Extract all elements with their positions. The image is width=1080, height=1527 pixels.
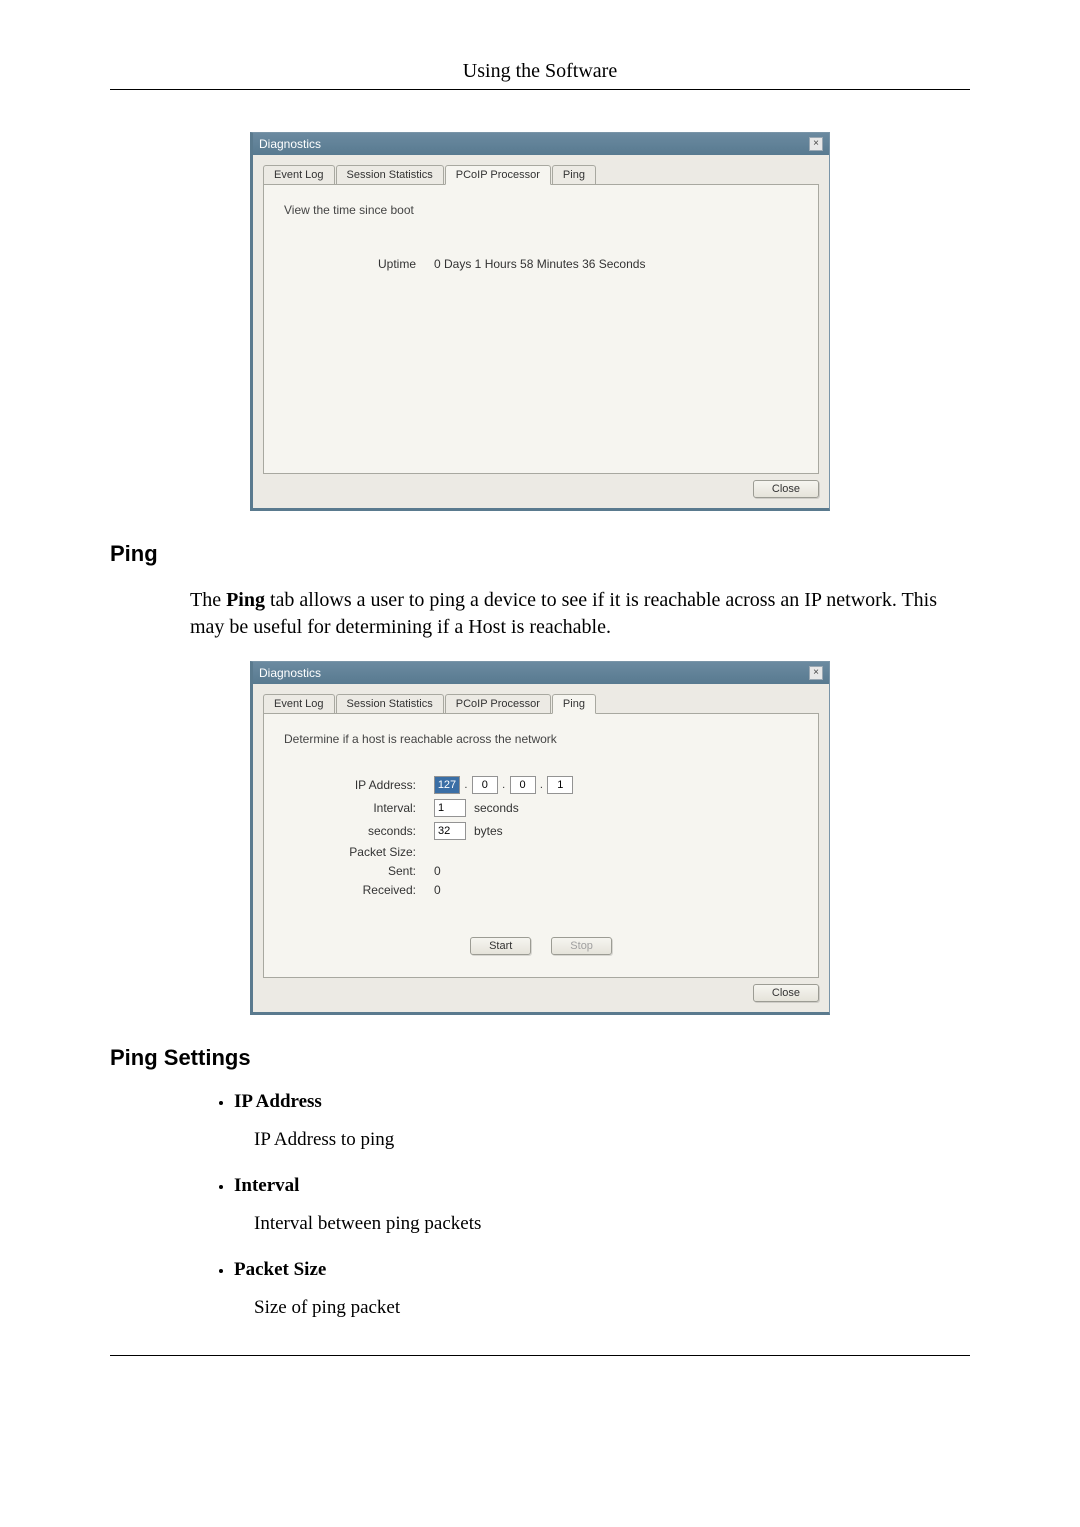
ip-octet-3[interactable] xyxy=(510,776,536,794)
uptime-value: 0 Days 1 Hours 58 Minutes 36 Seconds xyxy=(434,257,645,271)
packet-size-row: Packet Size: xyxy=(284,845,798,859)
packet-size-label: Packet Size: xyxy=(284,845,434,859)
interval-label: Interval: xyxy=(284,801,434,815)
close-button[interactable]: Close xyxy=(753,984,819,1002)
stop-button[interactable]: Stop xyxy=(551,937,612,955)
page-header-title: Using the Software xyxy=(463,60,617,82)
diagnostics-dialog-processor: Diagnostics × Event Log Session Statisti… xyxy=(250,132,830,511)
tabs-container: Event Log Session Statistics PCoIP Proce… xyxy=(253,155,829,474)
tab-pcoip-processor[interactable]: PCoIP Processor xyxy=(445,165,551,185)
ip-octet-2[interactable] xyxy=(472,776,498,794)
setting-name: Interval xyxy=(234,1175,299,1196)
setting-description: IP Address to ping xyxy=(254,1129,970,1151)
setting-description: Interval between ping packets xyxy=(254,1213,970,1235)
seconds-row: seconds: bytes xyxy=(284,822,798,840)
start-button[interactable]: Start xyxy=(470,937,531,955)
ping-buttons: Start Stop xyxy=(284,937,798,955)
dialog-titlebar: Diagnostics × xyxy=(253,133,829,155)
dialog-footer: Close xyxy=(253,978,829,1012)
sent-value: 0 xyxy=(434,864,441,878)
ip-octet-4[interactable] xyxy=(547,776,573,794)
tab-panel-ping: Determine if a host is reachable across … xyxy=(263,713,819,978)
setting-name: Packet Size xyxy=(234,1259,326,1280)
page: Using the Software Diagnostics × Event L… xyxy=(0,0,1080,1416)
setting-item-ip-address: IP Address IP Address to ping xyxy=(234,1091,970,1151)
tab-ping[interactable]: Ping xyxy=(552,694,596,714)
sent-label: Sent: xyxy=(284,864,434,878)
setting-item-interval: Interval Interval between ping packets xyxy=(234,1175,970,1235)
tabs-container: Event Log Session Statistics PCoIP Proce… xyxy=(253,684,829,978)
close-icon[interactable]: × xyxy=(809,137,823,151)
ip-dot: . xyxy=(464,779,467,791)
tab-event-log[interactable]: Event Log xyxy=(263,694,335,714)
tab-session-statistics[interactable]: Session Statistics xyxy=(336,694,444,714)
panel-description: View the time since boot xyxy=(284,203,798,217)
ip-octet-1[interactable] xyxy=(434,776,460,794)
sent-row: Sent: 0 xyxy=(284,864,798,878)
tab-strip: Event Log Session Statistics PCoIP Proce… xyxy=(263,165,819,185)
received-row: Received: 0 xyxy=(284,883,798,897)
setting-item-packet-size: Packet Size Size of ping packet xyxy=(234,1259,970,1319)
settings-list: IP Address IP Address to ping Interval I… xyxy=(210,1091,970,1319)
panel-description: Determine if a host is reachable across … xyxy=(284,732,798,746)
setting-description: Size of ping packet xyxy=(254,1297,970,1319)
dialog-title: Diagnostics xyxy=(259,666,321,680)
footer-rule xyxy=(110,1355,970,1356)
ip-address-label: IP Address: xyxy=(284,778,434,792)
interval-unit: seconds xyxy=(474,801,519,815)
interval-input[interactable] xyxy=(434,799,466,817)
interval-row: Interval: seconds xyxy=(284,799,798,817)
received-value: 0 xyxy=(434,883,441,897)
seconds-label: seconds: xyxy=(284,824,434,838)
setting-name: IP Address xyxy=(234,1091,322,1112)
section-heading-ping: Ping xyxy=(110,541,970,567)
tab-event-log[interactable]: Event Log xyxy=(263,165,335,185)
packet-seconds-input[interactable] xyxy=(434,822,466,840)
page-header: Using the Software xyxy=(110,60,970,90)
spacer xyxy=(284,281,798,436)
section-heading-ping-settings: Ping Settings xyxy=(110,1045,970,1071)
tab-ping[interactable]: Ping xyxy=(552,165,596,185)
ping-paragraph: The Ping tab allows a user to ping a dev… xyxy=(190,587,970,641)
tab-pcoip-processor[interactable]: PCoIP Processor xyxy=(445,694,551,714)
diagnostics-dialog-ping: Diagnostics × Event Log Session Statisti… xyxy=(250,661,830,1015)
received-label: Received: xyxy=(284,883,434,897)
dialog-footer: Close xyxy=(253,474,829,508)
tab-panel-processor: View the time since boot Uptime 0 Days 1… xyxy=(263,184,819,474)
tab-session-statistics[interactable]: Session Statistics xyxy=(336,165,444,185)
uptime-label: Uptime xyxy=(284,257,434,271)
ip-address-row: IP Address: . . . xyxy=(284,776,798,794)
uptime-row: Uptime 0 Days 1 Hours 58 Minutes 36 Seco… xyxy=(284,257,798,271)
ip-dot: . xyxy=(502,779,505,791)
ip-address-fields: . . . xyxy=(434,776,573,794)
close-icon[interactable]: × xyxy=(809,666,823,680)
tab-strip: Event Log Session Statistics PCoIP Proce… xyxy=(263,694,819,714)
ip-dot: . xyxy=(540,779,543,791)
bytes-unit: bytes xyxy=(474,824,503,838)
dialog-title: Diagnostics xyxy=(259,137,321,151)
dialog-titlebar: Diagnostics × xyxy=(253,662,829,684)
close-button[interactable]: Close xyxy=(753,480,819,498)
